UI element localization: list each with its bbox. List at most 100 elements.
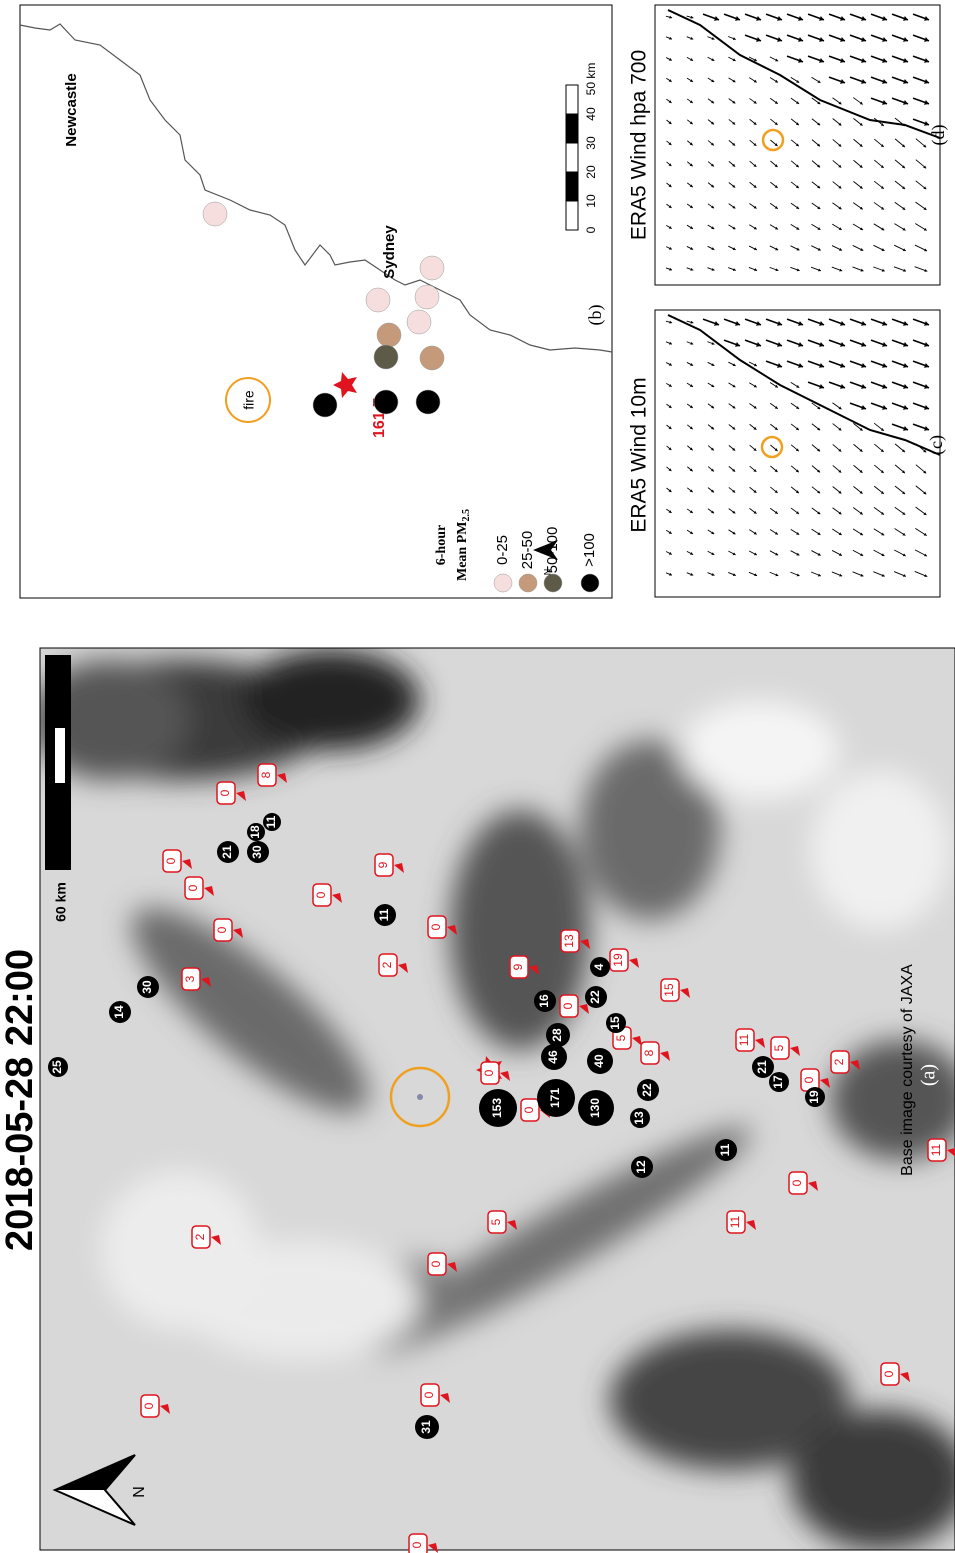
station-value: 0	[215, 926, 229, 933]
scale-segment	[566, 85, 578, 114]
station-value: 31	[419, 1420, 433, 1434]
scale-segment	[566, 114, 578, 143]
station-value: 2	[193, 1233, 207, 1240]
station-value: 5	[614, 1034, 628, 1041]
credit: Base image courtesy of JAXA	[899, 964, 916, 1176]
station-value: 11	[718, 1143, 732, 1156]
scale-label: 50 km	[584, 63, 598, 96]
station-value: 8	[259, 771, 273, 778]
station-value: 22	[588, 990, 602, 1004]
north-label: N	[131, 1486, 148, 1498]
station-value: 0	[790, 1179, 804, 1186]
station-value: 11	[728, 1215, 742, 1228]
station-value: 40	[592, 1054, 606, 1068]
site	[407, 310, 431, 334]
station-value: 0	[882, 1370, 896, 1377]
page: { "panel_a": { "title": "2018-05-28 22:0…	[0, 0, 955, 1553]
station-value: 13	[562, 934, 576, 948]
legend-swatch	[494, 574, 512, 592]
fire-point	[417, 1094, 423, 1100]
station-value: 0	[422, 1391, 436, 1398]
fire-label: fire	[241, 390, 257, 410]
station-value: 11	[737, 1033, 751, 1046]
station-value: 0	[142, 1402, 156, 1409]
station-value: 171	[548, 1088, 562, 1108]
site	[420, 256, 444, 280]
station-value: 22	[640, 1083, 654, 1097]
station-value: 130	[588, 1098, 602, 1118]
station-value: 17	[771, 1075, 785, 1089]
legend-label: >100	[581, 533, 598, 567]
station-value: 4	[592, 963, 606, 970]
station-value: 2	[380, 961, 394, 968]
station-value: 8	[642, 1049, 656, 1056]
scale-segment	[566, 143, 578, 172]
legend-swatch	[519, 574, 537, 592]
site	[313, 393, 337, 417]
site	[415, 285, 439, 309]
site	[420, 346, 444, 370]
station-value: 30	[250, 845, 264, 859]
panel-d-title: ERA5 Wind hpa 700	[628, 50, 651, 240]
station-value: 0	[522, 1106, 536, 1113]
station-value: 11	[264, 815, 278, 828]
station-value: 21	[220, 845, 234, 859]
station-value: 25	[50, 1060, 64, 1074]
station-value: 28	[550, 1028, 564, 1042]
site	[366, 288, 390, 312]
station-value: 12	[634, 1160, 648, 1174]
station-value: 18	[248, 825, 262, 839]
station-value: 5	[489, 1218, 503, 1225]
scale-segment	[566, 201, 578, 230]
station-value: 11	[377, 908, 391, 921]
scale-label: 40	[584, 107, 598, 121]
station-value: 0	[410, 1541, 424, 1548]
legend-swatch	[581, 574, 599, 592]
legend-title: 6-hour	[434, 525, 449, 565]
station-value: 3	[183, 975, 197, 982]
site	[374, 390, 398, 414]
station-value: 19	[611, 953, 625, 967]
legend-label: 0-25	[494, 535, 511, 565]
station-value: 30	[140, 980, 154, 994]
site	[374, 345, 398, 369]
station-value: 14	[112, 1005, 126, 1019]
scale-label: 60 km	[53, 882, 69, 922]
site	[203, 202, 227, 226]
panel-c-title: ERA5 Wind 10m	[628, 377, 651, 532]
panel-b-frame	[20, 5, 612, 598]
station-value: 19	[807, 1090, 821, 1104]
station-value: 46	[546, 1050, 560, 1064]
station-value: 21	[755, 1060, 769, 1074]
station-value: 15	[608, 1016, 622, 1030]
station-value: 9	[376, 861, 390, 868]
north-label: N	[542, 569, 552, 576]
station-value: 0	[218, 789, 232, 796]
scale-label: 10	[584, 194, 598, 208]
panel-a-title: 2018-05-28 22:00	[0, 949, 41, 1251]
city-label: Newcastle	[63, 73, 80, 146]
scale-segment	[566, 172, 578, 201]
panel-label: (c)	[926, 435, 947, 455]
station-value: 0	[429, 923, 443, 930]
station-value: 0	[164, 857, 178, 864]
legend-swatch	[544, 574, 562, 592]
site	[416, 390, 440, 414]
station-value: 2	[832, 1058, 846, 1065]
station-value: 13	[632, 1111, 646, 1125]
legend: 0-2525-5050-100>100	[494, 527, 599, 592]
scale-bar-segment	[55, 728, 65, 783]
panel-label: (b)	[585, 305, 606, 326]
city-label: Sydney	[381, 225, 398, 279]
station-value: 0	[561, 1002, 575, 1009]
site	[377, 323, 401, 347]
panel-label: (a)	[918, 1064, 940, 1086]
figure: 2018-05-28 22:00 60 km Base image courte…	[0, 0, 955, 1553]
legend-title-sub: 2.5	[461, 509, 472, 522]
station-value: 16	[537, 994, 551, 1008]
station-value: 11	[929, 1143, 943, 1156]
panel-label: (d)	[928, 125, 949, 146]
station-value: 9	[511, 963, 525, 970]
station-value: 153	[490, 1098, 504, 1118]
scale-label: 30	[584, 136, 598, 150]
